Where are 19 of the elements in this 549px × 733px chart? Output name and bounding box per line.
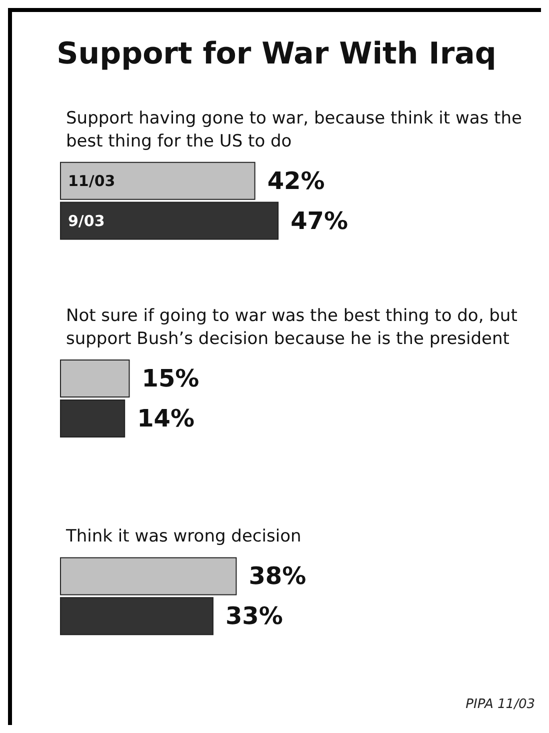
data-label: 42% bbox=[267, 166, 325, 195]
data-label: 38% bbox=[248, 562, 306, 590]
bar bbox=[60, 202, 279, 240]
text: PIPA 11/03 bbox=[466, 697, 536, 712]
y-tick-label: Think it was wrong decision bbox=[65, 526, 302, 547]
y-tick-label: Support having gone to war, because think it was the best thing for the US to do bbox=[66, 108, 528, 152]
data-label: 33% bbox=[225, 602, 283, 630]
bar bbox=[60, 399, 126, 438]
series-label: 9/03 bbox=[68, 212, 105, 230]
data-label: 47% bbox=[290, 206, 348, 235]
y-tick-label: Not sure if going to war was the best thing to do, but support Bush’s decision because he is the president bbox=[66, 306, 523, 349]
bar bbox=[60, 162, 256, 200]
data-label: 15% bbox=[142, 364, 200, 393]
chart-title: Support for War With Iraq bbox=[56, 36, 496, 72]
bar bbox=[60, 557, 237, 596]
series-label: 11/03 bbox=[68, 172, 116, 190]
bar bbox=[60, 360, 130, 398]
bar bbox=[60, 597, 214, 636]
data-label: 14% bbox=[137, 404, 195, 432]
